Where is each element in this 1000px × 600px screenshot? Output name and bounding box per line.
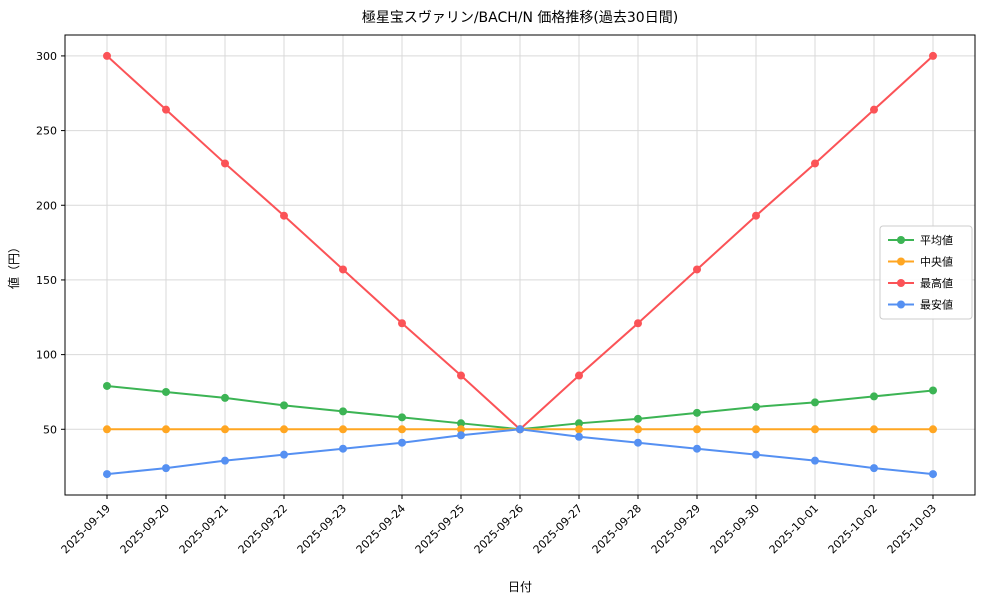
x-tick-label: 2025-09-24 — [354, 502, 408, 556]
data-point-marker — [103, 381, 111, 390]
data-point-marker — [457, 419, 465, 428]
data-point-marker — [752, 450, 760, 459]
data-point-marker — [811, 425, 819, 434]
x-tick-label: 2025-09-21 — [177, 502, 231, 556]
legend-box — [879, 225, 973, 320]
x-tick-label: 2025-09-30 — [708, 502, 762, 556]
x-tick-label: 2025-09-23 — [295, 502, 349, 556]
x-tick-label: 2025-10-01 — [767, 502, 821, 556]
y-tick-label: 150 — [36, 274, 57, 287]
data-point-marker — [280, 211, 288, 220]
data-point-marker — [870, 425, 878, 434]
legend-marker — [897, 300, 905, 309]
data-point-marker — [398, 438, 406, 447]
data-point-marker — [457, 431, 465, 440]
data-point-marker — [575, 432, 583, 441]
legend-label: 中央値 — [920, 256, 953, 269]
x-tick-label: 2025-09-27 — [531, 502, 585, 556]
legend-label: 最高値 — [920, 276, 953, 290]
data-point-marker — [221, 159, 229, 168]
data-point-marker — [457, 371, 465, 380]
x-tick-label: 2025-09-19 — [59, 502, 113, 556]
data-point-marker — [339, 444, 347, 453]
data-point-marker — [221, 456, 229, 465]
data-point-marker — [634, 414, 642, 423]
data-point-marker — [752, 211, 760, 220]
data-point-marker — [811, 159, 819, 168]
x-tick-label: 2025-09-29 — [649, 502, 703, 556]
data-point-marker — [634, 425, 642, 434]
x-tick-label: 2025-10-03 — [885, 502, 939, 556]
data-point-marker — [221, 393, 229, 402]
data-point-marker — [811, 398, 819, 407]
y-axis-label: 値（円） — [6, 241, 21, 289]
data-point-marker — [929, 386, 937, 395]
chart-title: 極星宝スヴァリン/BACH/N 価格推移(過去30日間) — [362, 9, 678, 26]
x-tick-label: 2025-10-02 — [826, 502, 880, 556]
data-point-marker — [929, 470, 937, 479]
x-tick-label: 2025-09-22 — [236, 502, 290, 556]
data-point-marker — [339, 265, 347, 274]
data-point-marker — [811, 456, 819, 465]
legend-marker — [897, 257, 905, 266]
y-tick-label: 50 — [43, 423, 57, 436]
data-point-marker — [457, 425, 465, 434]
x-tick-label: 2025-09-28 — [590, 502, 644, 556]
data-point-marker — [280, 401, 288, 410]
legend-label: 最安値 — [920, 298, 953, 312]
data-point-marker — [162, 387, 170, 396]
data-point-marker — [398, 319, 406, 328]
data-point-marker — [693, 425, 701, 434]
data-point-marker — [162, 425, 170, 434]
x-tick-label: 2025-09-26 — [472, 502, 526, 556]
data-point-marker — [103, 470, 111, 479]
data-point-marker — [870, 105, 878, 114]
data-point-marker — [162, 464, 170, 473]
data-point-marker — [575, 425, 583, 434]
x-tick-label: 2025-09-25 — [413, 502, 467, 556]
data-point-marker — [280, 450, 288, 459]
data-point-marker — [634, 319, 642, 328]
data-point-marker — [575, 419, 583, 428]
y-tick-label: 200 — [36, 199, 57, 212]
data-point-marker — [693, 265, 701, 274]
data-point-marker — [693, 444, 701, 453]
x-tick-label: 2025-09-20 — [118, 502, 172, 556]
data-point-marker — [339, 407, 347, 416]
y-tick-label: 100 — [36, 349, 57, 362]
data-point-marker — [398, 425, 406, 434]
data-point-marker — [398, 413, 406, 422]
legend-marker — [897, 279, 905, 287]
data-point-marker — [929, 51, 937, 60]
data-point-marker — [221, 425, 229, 434]
y-tick-label: 300 — [36, 50, 57, 63]
x-axis-label: 日付 — [508, 580, 532, 594]
y-tick-label: 250 — [36, 125, 57, 138]
data-point-marker — [575, 371, 583, 380]
data-point-marker — [162, 105, 170, 114]
data-point-marker — [516, 425, 524, 434]
data-point-marker — [339, 425, 347, 434]
data-point-marker — [103, 51, 111, 60]
legend-marker — [897, 236, 905, 244]
data-point-marker — [870, 392, 878, 401]
data-point-marker — [752, 402, 760, 411]
data-point-marker — [280, 425, 288, 434]
data-point-marker — [693, 408, 701, 417]
axes-frame — [64, 34, 976, 496]
legend-label: 平均値 — [920, 234, 953, 247]
data-point-marker — [752, 425, 760, 434]
data-point-marker — [870, 464, 878, 473]
data-point-marker — [634, 438, 642, 447]
data-point-marker — [103, 425, 111, 434]
data-point-marker — [929, 425, 937, 434]
